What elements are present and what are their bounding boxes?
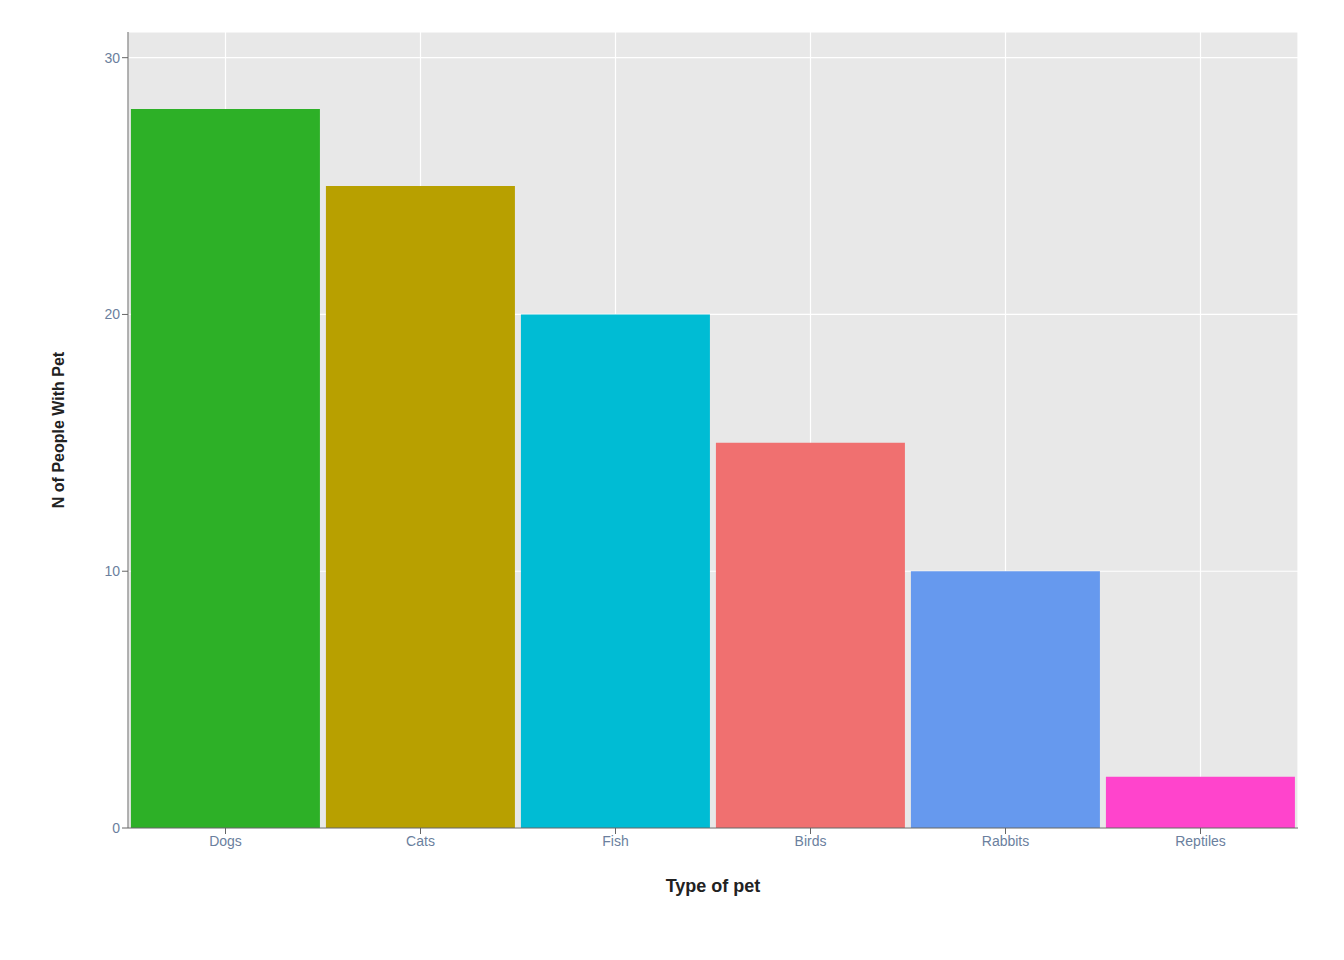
svg-text:0: 0: [112, 820, 120, 836]
svg-text:Rabbits: Rabbits: [982, 833, 1029, 849]
svg-text:10: 10: [104, 563, 120, 579]
svg-text:Birds: Birds: [795, 833, 827, 849]
svg-text:Cats: Cats: [406, 833, 435, 849]
svg-text:Fish: Fish: [602, 833, 628, 849]
svg-text:Reptiles: Reptiles: [1175, 833, 1226, 849]
svg-text:30: 30: [104, 50, 120, 66]
svg-text:20: 20: [104, 306, 120, 322]
svg-text:Dogs: Dogs: [209, 833, 242, 849]
svg-text:N of People With Pet: N of People With Pet: [50, 351, 67, 508]
svg-text:Type of pet: Type of pet: [666, 876, 761, 896]
